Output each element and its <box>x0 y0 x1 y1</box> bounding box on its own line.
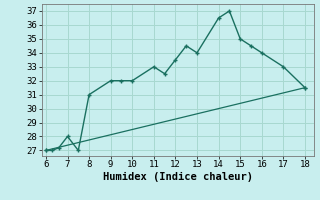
X-axis label: Humidex (Indice chaleur): Humidex (Indice chaleur) <box>103 172 252 182</box>
